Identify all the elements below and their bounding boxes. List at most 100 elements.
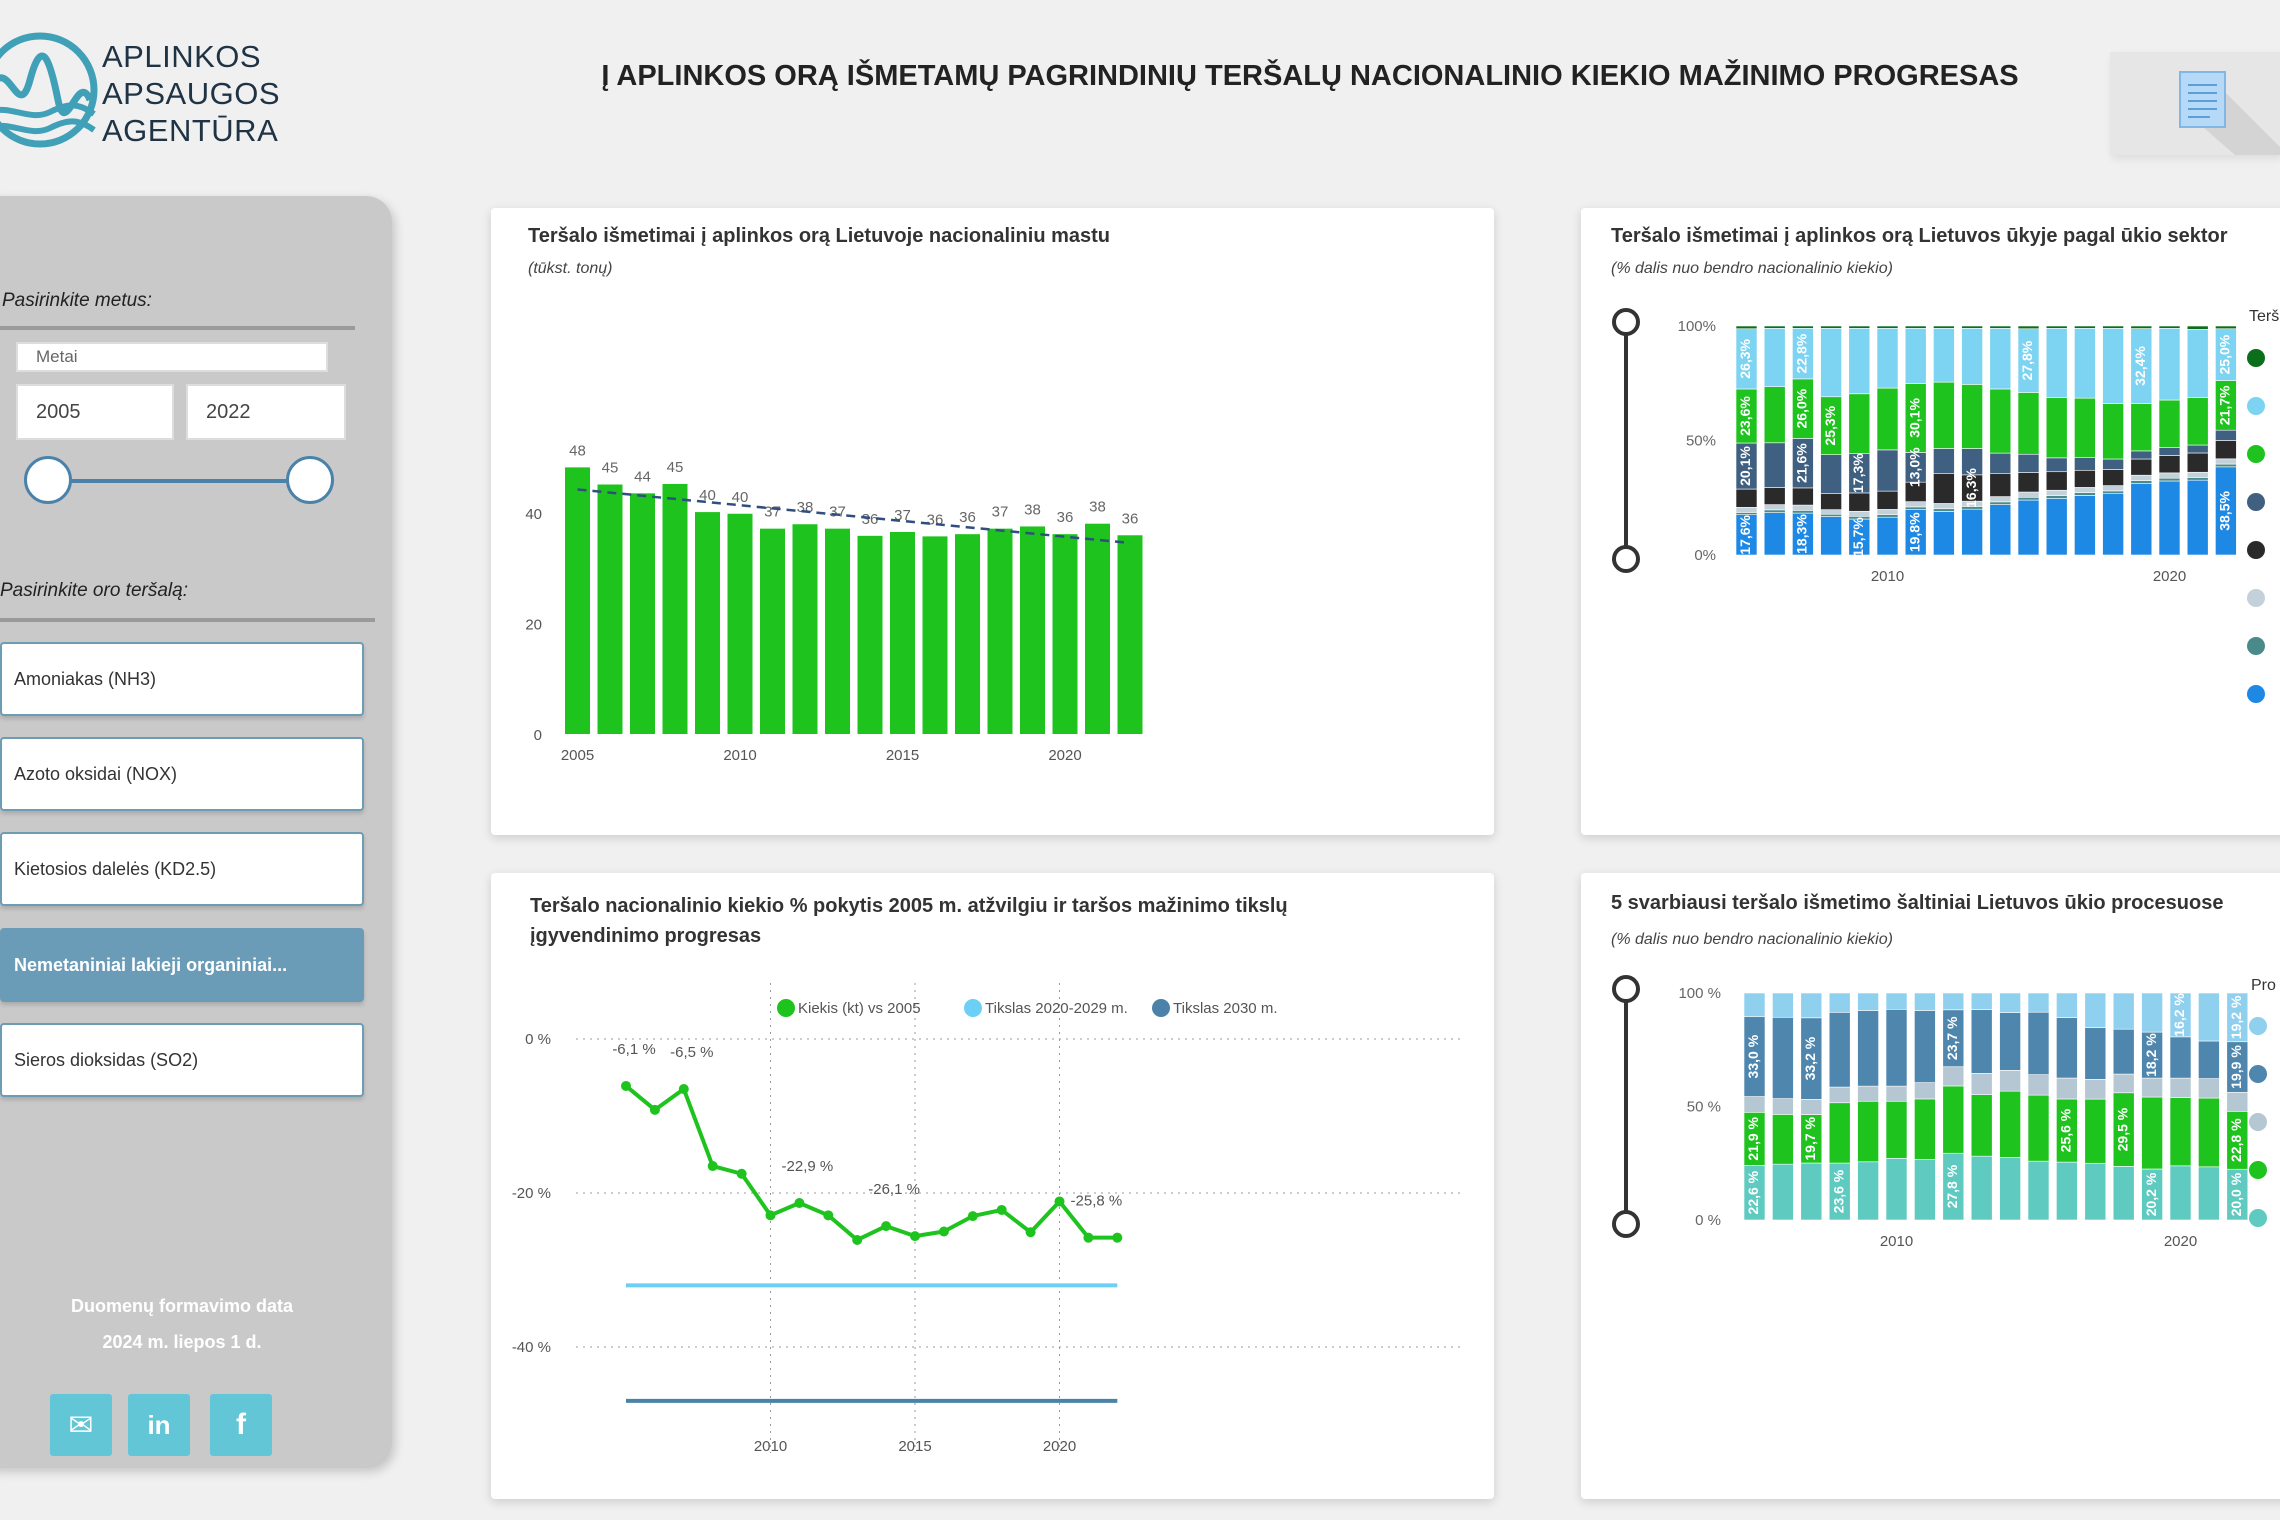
bar-segment (2215, 463, 2237, 468)
bar-segment (2130, 480, 2153, 484)
bar-segment (2056, 992, 2078, 1018)
report-button[interactable] (2110, 52, 2280, 155)
bar-segment (1800, 1162, 1823, 1221)
bar-segment (1970, 992, 1993, 1010)
bar-segment (2158, 477, 2181, 482)
bar-segment (2215, 458, 2237, 465)
logo-line: APSAUGOS (102, 76, 280, 111)
bar-segment (1914, 1082, 1936, 1100)
segment-value-label: 21,9 % (1745, 1116, 1761, 1160)
bar-segment (1933, 508, 1955, 512)
bar-segment (1961, 325, 1983, 329)
bar-segment (1820, 327, 1842, 398)
bar-value-label: 40 (732, 489, 749, 506)
bar-segment (1989, 327, 2012, 390)
legend-marker (2249, 1209, 2267, 1227)
y-tick-label: 100 % (1678, 985, 1721, 1002)
bar (565, 467, 590, 734)
bar-segment (1848, 393, 1871, 454)
segment-value-label: 25,3% (1822, 405, 1838, 445)
bar-value-label: 45 (667, 459, 684, 476)
bar-segment (1857, 992, 1879, 1011)
line-point (649, 1104, 660, 1115)
legend-marker (2247, 445, 2265, 463)
bar-segment (2045, 325, 2068, 329)
legend-marker (2247, 637, 2265, 655)
agency-logo (0, 30, 280, 160)
bar-segment (2215, 325, 2237, 330)
panel-subtitle: (tūkst. tonų) (528, 260, 613, 277)
bar-segment (1942, 1066, 1965, 1087)
line-point (765, 1210, 776, 1221)
pollutant-filter-label: Pasirinkite oro teršalą: (0, 580, 188, 601)
bar-segment (1885, 992, 1908, 1010)
bar-value-label: 37 (829, 504, 846, 521)
panel-title-line1: Teršalo nacionalinio kiekio % pokytis 20… (530, 895, 1288, 917)
pollutant-button-nox[interactable]: Azoto oksidai (NOX) (0, 737, 364, 811)
bar-segment (1914, 1159, 1936, 1221)
bar-segment (2112, 1073, 2135, 1094)
legend-marker (777, 999, 795, 1017)
bar-segment (1970, 1009, 1993, 1074)
line-point (707, 1161, 718, 1172)
pollutant-button-so2[interactable]: Sieros dioksidas (SO2) (0, 1023, 364, 1097)
line-point (910, 1231, 920, 1242)
legend-marker (2249, 1065, 2267, 1083)
bar-segment (1743, 992, 1766, 1018)
bar-segment (2084, 992, 2107, 1028)
pollutant-button-nmvoc[interactable]: Nemetaniniai lakieji organiniai... (0, 928, 364, 1002)
bar-value-label: 45 (602, 459, 619, 476)
bar-segment (2102, 490, 2124, 495)
point-value-label: -25,8 % (1071, 1193, 1123, 1210)
bar-segment (1989, 501, 2012, 505)
line-point (1054, 1196, 1065, 1207)
bar-segment (2130, 450, 2153, 460)
trend-line (577, 488, 1131, 545)
bar-segment (1876, 325, 1899, 329)
bar-segment (2045, 397, 2068, 459)
panel-title: Teršalo išmetimai į aplinkos orą Lietuvo… (528, 225, 1111, 247)
line-point (852, 1234, 863, 1245)
bar-segment (1820, 325, 1842, 329)
bar-segment (2158, 328, 2181, 401)
year-slider-end-handle[interactable] (286, 456, 334, 504)
bar-segment (2186, 471, 2209, 478)
pollutant-button-nh3[interactable]: Amoniakas (NH3) (0, 642, 364, 716)
legend-marker (2247, 397, 2265, 415)
bar-segment (2226, 992, 2249, 1043)
bar-segment (1989, 388, 2012, 454)
bar-segment (2186, 444, 2209, 454)
panel-title: Teršalo išmetimai į aplinkos orą Lietuvo… (1611, 225, 2228, 247)
point-value-label: -6,1 % (612, 1041, 655, 1058)
bar (662, 483, 688, 734)
year-slider-start-handle[interactable] (24, 456, 72, 504)
facebook-icon[interactable]: f (210, 1394, 272, 1456)
bar (1052, 534, 1078, 734)
linkedin-icon[interactable]: in (128, 1394, 190, 1456)
legend-label: Tikslas 2020-2029 m. (985, 1000, 1128, 1017)
year-to-input[interactable]: 2022 (186, 384, 346, 440)
bar-segment (1942, 992, 1965, 1011)
bar-value-label: 38 (1089, 499, 1106, 516)
legend-marker (2247, 685, 2265, 703)
y-tick-label: 0 (534, 727, 542, 744)
bar-value-label: 36 (862, 511, 879, 528)
year-slider-track[interactable] (52, 479, 310, 483)
line-point (938, 1226, 949, 1237)
bar-segment (1763, 327, 1786, 387)
pollutant-button-pm25[interactable]: Kietosios dalelės (KD2.5) (0, 832, 364, 906)
mail-icon[interactable]: ✉ (50, 1394, 112, 1456)
bar-segment (1857, 1100, 1879, 1163)
bar-segment (2158, 325, 2181, 329)
bar-segment (1876, 514, 1899, 518)
bar-segment (1885, 1100, 1908, 1159)
bar-segment (2027, 1094, 2050, 1162)
year-field-label: Metai (16, 342, 328, 372)
segment-value-label: 38,5% (2217, 491, 2233, 531)
segment-value-label: 22,8% (1794, 333, 1810, 373)
bar (987, 528, 1013, 734)
y-tick-label: 40 (525, 506, 542, 523)
bar (792, 524, 818, 734)
bar-segment (2169, 1097, 2192, 1167)
year-from-input[interactable]: 2005 (16, 384, 174, 440)
